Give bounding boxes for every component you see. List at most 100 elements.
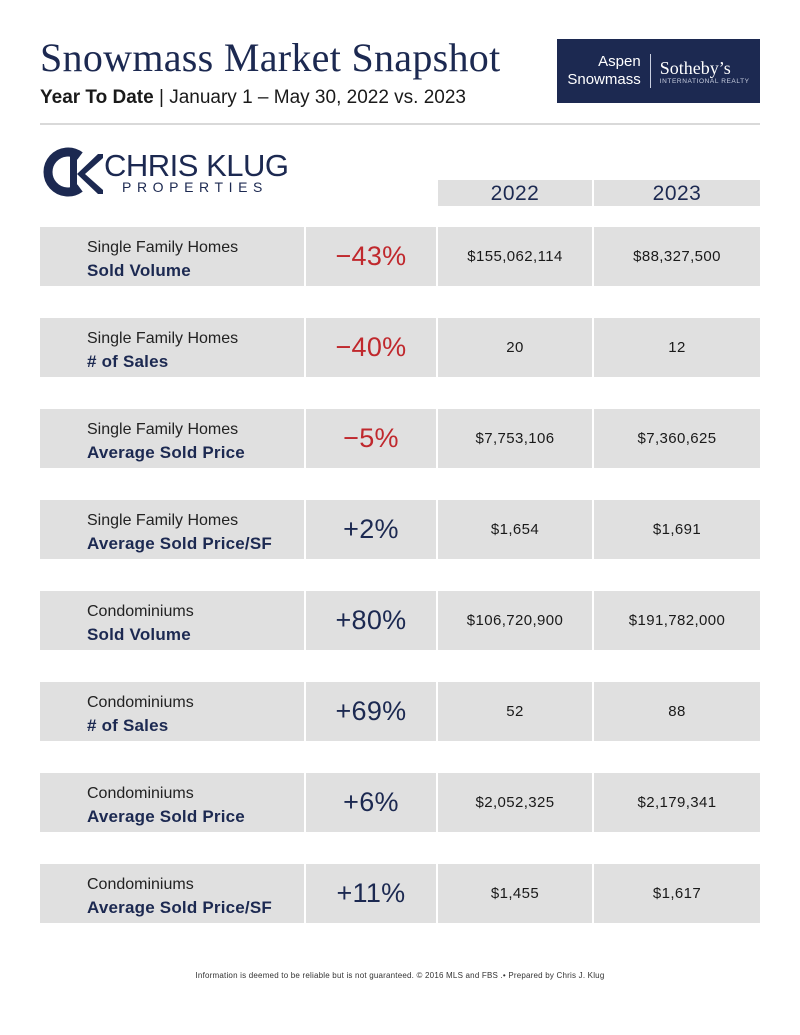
brand-divider (649, 54, 651, 88)
value-2023: $1,617 (652, 885, 702, 902)
row-category: Condominiums (87, 694, 194, 711)
column-separator (592, 864, 594, 923)
subtitle-period: Year To Date (40, 87, 154, 108)
row-metric: Average Sold Price/SF (87, 898, 272, 917)
column-separator (436, 318, 438, 377)
table-row: Condominiums Average Sold Price/SF +11% $1,… (40, 864, 760, 923)
brand-tagline: INTERNATIONAL REALTY (659, 77, 750, 85)
row-label: Condominiums Sold Volume (87, 600, 194, 646)
column-separator (436, 227, 438, 286)
logo-subtitle: PROPERTIES (122, 179, 268, 195)
column-separator (304, 318, 306, 377)
table-row: Single Family Homes Average Sold Price/SF… (40, 500, 760, 559)
row-category: Condominiums (87, 785, 194, 802)
value-2023: $2,179,341 (637, 794, 717, 811)
row-label: Condominiums # of Sales (87, 691, 194, 737)
column-separator (436, 682, 438, 741)
change-percent: +80% (335, 605, 407, 635)
column-separator (436, 409, 438, 468)
value-2023: $7,360,625 (637, 430, 717, 447)
row-category: Single Family Homes (87, 512, 239, 529)
column-separator (304, 864, 306, 923)
value-2023: $88,327,500 (633, 248, 721, 265)
value-2022: $2,052,325 (475, 794, 555, 811)
value-2022: $106,720,900 (466, 612, 564, 629)
row-label: Single Family Homes Average Sold Price (87, 418, 245, 464)
value-2022: $1,455 (490, 885, 540, 902)
change-percent: −40% (335, 332, 407, 362)
row-metric: Average Sold Price (87, 807, 245, 826)
header-separator (436, 180, 438, 206)
row-category: Condominiums (87, 876, 194, 893)
column-separator (592, 500, 594, 559)
column-separator (436, 591, 438, 650)
row-category: Single Family Homes (87, 421, 239, 438)
column-separator (304, 591, 306, 650)
column-separator (592, 682, 594, 741)
value-2022: 20 (506, 339, 524, 356)
column-separator (436, 500, 438, 559)
change-percent: +6% (343, 787, 399, 817)
row-metric: # of Sales (87, 716, 169, 735)
column-separator (592, 773, 594, 832)
column-separator (304, 682, 306, 741)
row-metric: # of Sales (87, 352, 169, 371)
column-separator (592, 409, 594, 468)
change-percent: −43% (335, 241, 407, 271)
chris-klug-logo: CHRIS KLUG PROPERTIES (40, 146, 289, 198)
brand-name: Sotheby’s (659, 57, 731, 78)
column-separator (592, 318, 594, 377)
value-2022: 52 (506, 703, 524, 720)
column-separator (304, 500, 306, 559)
column-separator (436, 773, 438, 832)
disclaimer: Information is deemed to be reliable but… (195, 971, 605, 980)
brand-line-aspen: Aspen (598, 53, 641, 70)
brand-line-snowmass: Snowmass (567, 71, 641, 88)
value-2023: $1,691 (652, 521, 702, 538)
logo-name: CHRIS KLUG (104, 148, 289, 183)
table-row: Single Family Homes Average Sold Price −5%… (40, 409, 760, 468)
page-subtitle: Year To Date | January 1 – May 30, 2022 … (40, 87, 466, 109)
row-label: Single Family Homes Average Sold Price/SF (87, 509, 272, 555)
column-header-2022: 2022 (438, 180, 592, 206)
value-2023: $191,782,000 (628, 612, 726, 629)
row-label: Single Family Homes # of Sales (87, 327, 238, 373)
sothebys-logo: Aspen Snowmass Sotheby’s INTERNATIONAL R… (557, 39, 760, 103)
column-separator (304, 227, 306, 286)
row-metric: Sold Volume (87, 261, 191, 280)
row-label: Condominiums Average Sold Price (87, 782, 245, 828)
column-separator (304, 409, 306, 468)
ck-monogram-icon (43, 147, 103, 197)
row-metric: Average Sold Price/SF (87, 534, 272, 553)
column-separator (436, 864, 438, 923)
value-2023: 12 (668, 339, 686, 356)
row-category: Single Family Homes (87, 330, 239, 347)
table-row: Condominiums Average Sold Price +6% $2,052,… (40, 773, 760, 832)
row-category: Condominiums (87, 603, 194, 620)
change-percent: +69% (335, 696, 407, 726)
value-2023: 88 (668, 703, 686, 720)
header-divider (40, 123, 760, 125)
header-separator (592, 180, 594, 206)
value-2022: $7,753,106 (475, 430, 555, 447)
column-header-2023: 2023 (594, 180, 760, 206)
page-title: Snowmass Market Snapshot (40, 35, 501, 80)
column-separator (592, 227, 594, 286)
value-2022: $1,654 (490, 521, 540, 538)
row-metric: Average Sold Price (87, 443, 245, 462)
column-separator (592, 591, 594, 650)
value-2022: $155,062,114 (467, 248, 563, 265)
table-row: Single Family Homes # of Sales −40% 20 12 (40, 318, 760, 377)
change-percent: +2% (343, 514, 399, 544)
table-row: Single Family Homes Sold Volume −43% $155,0… (40, 227, 760, 286)
change-percent: +11% (336, 878, 406, 908)
row-category: Single Family Homes (87, 239, 239, 256)
subtitle-dates: | January 1 – May 30, 2022 vs. 2023 (153, 87, 466, 108)
column-separator (304, 773, 306, 832)
change-percent: −5% (343, 423, 399, 453)
table-row: Condominiums # of Sales +69% 52 88 (40, 682, 760, 741)
table-row: Condominiums Sold Volume +80% $106,720,900 $… (40, 591, 760, 650)
row-label: Single Family Homes Sold Volume (87, 236, 238, 282)
row-metric: Sold Volume (87, 625, 191, 644)
row-label: Condominiums Average Sold Price/SF (87, 873, 272, 919)
